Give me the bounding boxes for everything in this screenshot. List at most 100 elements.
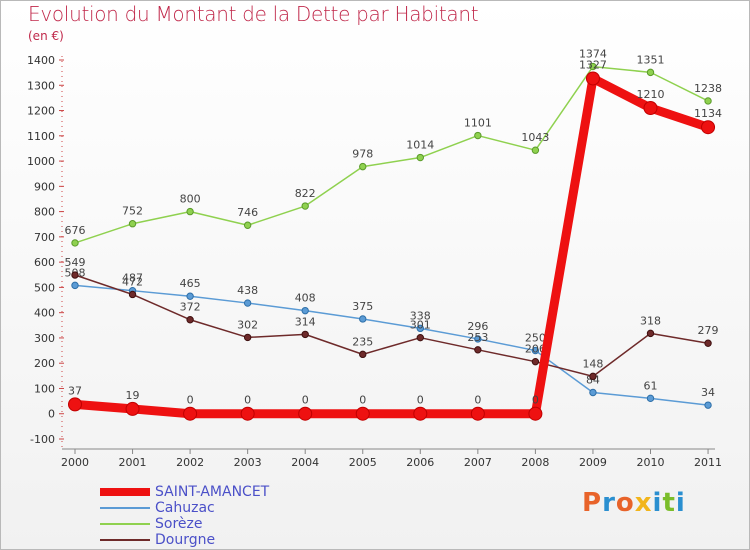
- data-label-dourgne: 549: [65, 256, 86, 269]
- data-point-soreze: [128, 220, 137, 228]
- data-label-soreze: 1351: [637, 53, 665, 66]
- data-label-soreze: 1238: [694, 82, 722, 95]
- series-line-soreze: [74, 65, 709, 244]
- y-tick-label: 500: [34, 281, 55, 294]
- data-label-cahuzac: 250: [525, 332, 546, 345]
- data-point-soreze: [646, 68, 655, 77]
- y-tick-label: 1300: [27, 79, 55, 92]
- data-label-cahuzac: 465: [180, 277, 201, 290]
- data-point-cahuzac: [71, 281, 79, 290]
- data-point-cahuzac: [243, 299, 252, 307]
- data-label-saint-amancet: 0: [302, 394, 309, 407]
- data-point-saint-amancet: [470, 406, 485, 421]
- data-label-cahuzac: 375: [352, 300, 373, 313]
- data-label-cahuzac: 296: [467, 320, 488, 333]
- series-line-cahuzac: [74, 284, 709, 406]
- data-point-dourgne: [301, 330, 309, 339]
- data-point-saint-amancet: [68, 397, 82, 412]
- data-point-dourgne: [474, 346, 482, 354]
- legend-label: Dourgne: [155, 532, 216, 548]
- x-tick-label: 2005: [349, 456, 377, 469]
- data-label-soreze: 1101: [464, 117, 492, 130]
- data-point-soreze: [589, 62, 597, 71]
- data-point-saint-amancet: [643, 101, 658, 116]
- y-tick-label: 1400: [27, 54, 55, 67]
- data-label-soreze: 822: [295, 187, 316, 200]
- chart-title: Evolution du Montant de la Dette par Hab…: [28, 2, 479, 26]
- data-label-soreze: 1014: [406, 139, 434, 152]
- data-point-saint-amancet: [355, 406, 370, 421]
- data-label-saint-amancet: 0: [244, 394, 251, 407]
- data-point-cahuzac: [704, 401, 712, 409]
- y-tick-label: 1200: [27, 105, 55, 118]
- data-point-cahuzac: [474, 335, 482, 343]
- data-label-dourgne: 472: [122, 275, 143, 288]
- x-tick-label: 2010: [637, 456, 665, 469]
- data-label-soreze: 978: [352, 148, 373, 161]
- data-point-dourgne: [416, 333, 424, 342]
- data-label-cahuzac: 61: [644, 379, 658, 392]
- data-point-dourgne: [589, 372, 597, 381]
- data-label-dourgne: 301: [410, 319, 431, 332]
- data-point-saint-amancet: [413, 406, 428, 421]
- data-label-soreze: 752: [122, 205, 143, 218]
- data-label-dourgne: 148: [582, 357, 603, 370]
- data-label-dourgne: 235: [352, 335, 373, 348]
- y-tick-label: 800: [34, 206, 55, 219]
- y-tick-label: -100: [30, 433, 55, 446]
- data-label-saint-amancet: 0: [417, 394, 424, 407]
- data-label-saint-amancet: 1134: [694, 107, 722, 120]
- data-label-saint-amancet: 0: [532, 394, 539, 407]
- data-label-dourgne: 314: [295, 315, 316, 328]
- data-point-saint-amancet: [701, 120, 716, 135]
- data-label-dourgne: 318: [640, 314, 661, 327]
- data-label-saint-amancet: 0: [474, 394, 481, 407]
- data-point-soreze: [301, 202, 309, 210]
- data-point-soreze: [186, 207, 194, 216]
- data-point-soreze: [71, 239, 79, 247]
- data-point-cahuzac: [359, 315, 367, 323]
- data-label-dourgne: 279: [698, 324, 719, 337]
- data-label-cahuzac: 487: [122, 272, 143, 285]
- data-label-soreze: 800: [180, 193, 201, 206]
- data-point-soreze: [474, 131, 482, 140]
- data-label-dourgne: 302: [237, 318, 258, 331]
- data-label-dourgne: 206: [525, 343, 546, 356]
- data-label-saint-amancet: 37: [68, 384, 82, 397]
- data-point-cahuzac: [646, 394, 655, 403]
- data-label-cahuzac: 408: [295, 292, 316, 305]
- data-label-cahuzac: 438: [237, 284, 258, 297]
- data-point-cahuzac: [186, 292, 194, 300]
- legend-label: Cahuzac: [155, 500, 215, 516]
- data-label-cahuzac: 338: [410, 309, 431, 322]
- y-tick-label: 300: [34, 332, 55, 345]
- data-label-soreze: 1374: [579, 48, 607, 61]
- legend-swatch: [100, 507, 150, 509]
- legend-swatch: [100, 488, 150, 496]
- chart-subtitle: (en €): [28, 29, 64, 43]
- legend-swatch: [100, 523, 150, 525]
- legend-label: SAINT-AMANCET: [155, 484, 270, 500]
- data-point-cahuzac: [416, 324, 424, 333]
- y-tick-label: 0: [48, 408, 55, 421]
- data-point-dourgne: [704, 339, 712, 347]
- data-label-saint-amancet: 1210: [637, 88, 665, 101]
- series-line-saint-amancet: [74, 73, 710, 419]
- data-point-dourgne: [71, 271, 79, 279]
- data-label-dourgne: 253: [467, 331, 488, 344]
- y-tick-label: 1100: [27, 130, 55, 143]
- data-label-soreze: 746: [237, 206, 258, 219]
- y-tick-label: 700: [34, 231, 55, 244]
- y-tick-label: 200: [34, 357, 55, 370]
- data-label-saint-amancet: 1327: [579, 58, 607, 71]
- data-label-soreze: 676: [65, 224, 86, 237]
- y-tick-label: 100: [34, 382, 55, 395]
- x-tick-label: 2009: [579, 456, 607, 469]
- legend-label: Sorèze: [155, 516, 203, 532]
- data-point-cahuzac: [531, 346, 540, 355]
- data-point-cahuzac: [301, 306, 309, 315]
- data-point-soreze: [704, 97, 712, 105]
- data-point-dourgne: [128, 290, 137, 299]
- data-point-saint-amancet: [585, 71, 600, 86]
